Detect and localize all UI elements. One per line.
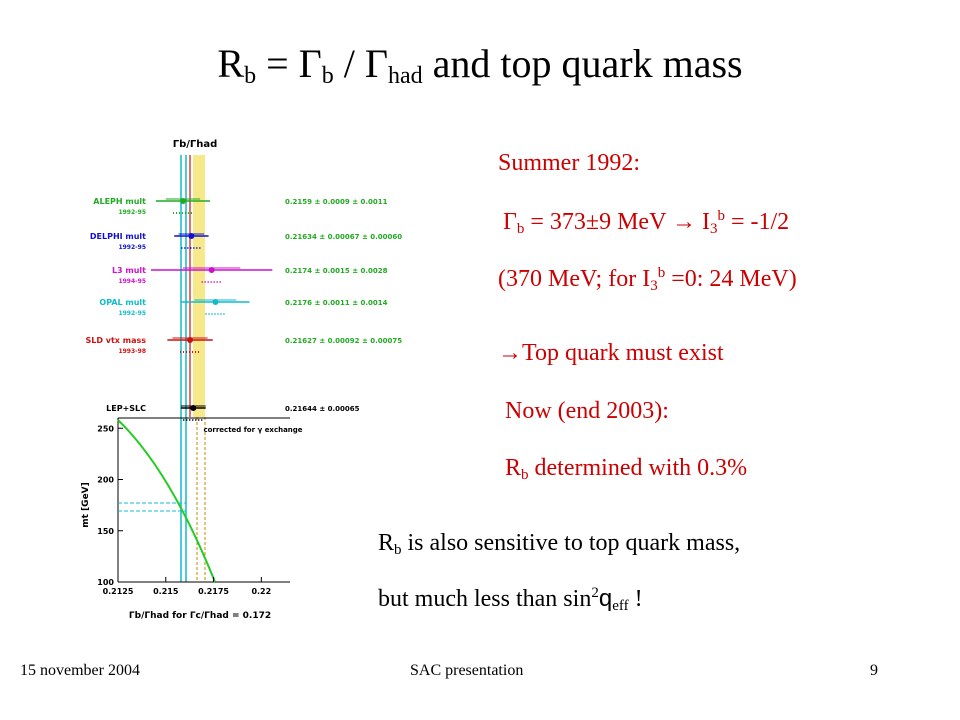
text-line: Now (end 2003): <box>505 398 669 424</box>
measurement-label: 0.21627 ± 0.00092 ± 0.00075 <box>285 337 402 345</box>
y-tick-label: 150 <box>97 527 114 536</box>
measurement-point <box>212 299 219 305</box>
experiment-period: 1993-98 <box>118 348 146 355</box>
measurement-label: 0.2174 ± 0.0015 ± 0.0028 <box>285 267 388 275</box>
footer-date: 15 november 2004 <box>20 662 140 679</box>
text-line: Rb is also sensitive to top quark mass, <box>378 530 741 558</box>
text-line: but much less than sin2qeff ! <box>378 585 643 614</box>
text-line: →Top quark must exist <box>498 340 724 366</box>
y-tick-label: 200 <box>97 476 114 485</box>
measurement-label: 0.2176 ± 0.0011 ± 0.0014 <box>285 299 388 307</box>
measurement-point <box>188 233 195 239</box>
measurement-label: 0.21644 ± 0.00065 <box>285 405 360 413</box>
y-tick-label: 250 <box>97 424 114 433</box>
experiment-name: LEP+SLC <box>106 404 146 413</box>
measurement-point <box>208 267 215 273</box>
measurement-point <box>179 198 186 204</box>
x-label: Γb/Γhad for Γc/Γhad = 0.172 <box>129 611 271 621</box>
text-line: Rb determined with 0.3% <box>505 455 748 483</box>
prediction-curve <box>117 419 216 583</box>
figure-background <box>20 118 310 626</box>
slide-title: Rb = Γb / Γhad and top quark mass <box>217 41 743 89</box>
measurement-label: 0.2159 ± 0.0009 ± 0.0011 <box>285 198 388 206</box>
experiment-period: 1992-95 <box>118 310 146 317</box>
experiment-period: 1994-95 <box>118 278 146 285</box>
measurement-point <box>190 405 197 411</box>
y-label: mt [GeV] <box>81 482 91 528</box>
experiment-period: 1992-95 <box>118 209 146 216</box>
y-tick-label: 100 <box>97 578 114 587</box>
experiment-name: OPAL mult <box>99 298 146 307</box>
experiment-name: DELPHI mult <box>90 232 146 241</box>
experiment-name: SLD vtx mass <box>85 336 146 345</box>
x-tick-label: 0.215 <box>153 587 179 596</box>
experiment-name: ALEPH mult <box>93 197 146 206</box>
text-line: (370 MeV; for I3b =0: 24 MeV) <box>498 265 797 294</box>
measurement-label: 0.21634 ± 0.00067 ± 0.00060 <box>285 233 402 241</box>
x-tick-label: 0.2125 <box>103 587 134 596</box>
average-band <box>193 155 205 417</box>
top-label: Γb/Γhad <box>173 139 218 150</box>
footer-center: SAC presentation <box>410 662 524 679</box>
experiment-period: 1992-95 <box>118 244 146 251</box>
footer-page: 9 <box>870 662 878 679</box>
measurement-point <box>187 337 194 343</box>
x-tick-label: 0.22 <box>251 587 271 596</box>
text-line: Summer 1992: <box>498 150 640 176</box>
experiment-name: L3 mult <box>112 266 146 275</box>
x-tick-label: 0.2175 <box>198 587 229 596</box>
correction-note: corrected for γ exchange <box>203 426 302 434</box>
text-line: Γb = 373±9 MeV → I3b = -1/2 <box>503 208 790 237</box>
